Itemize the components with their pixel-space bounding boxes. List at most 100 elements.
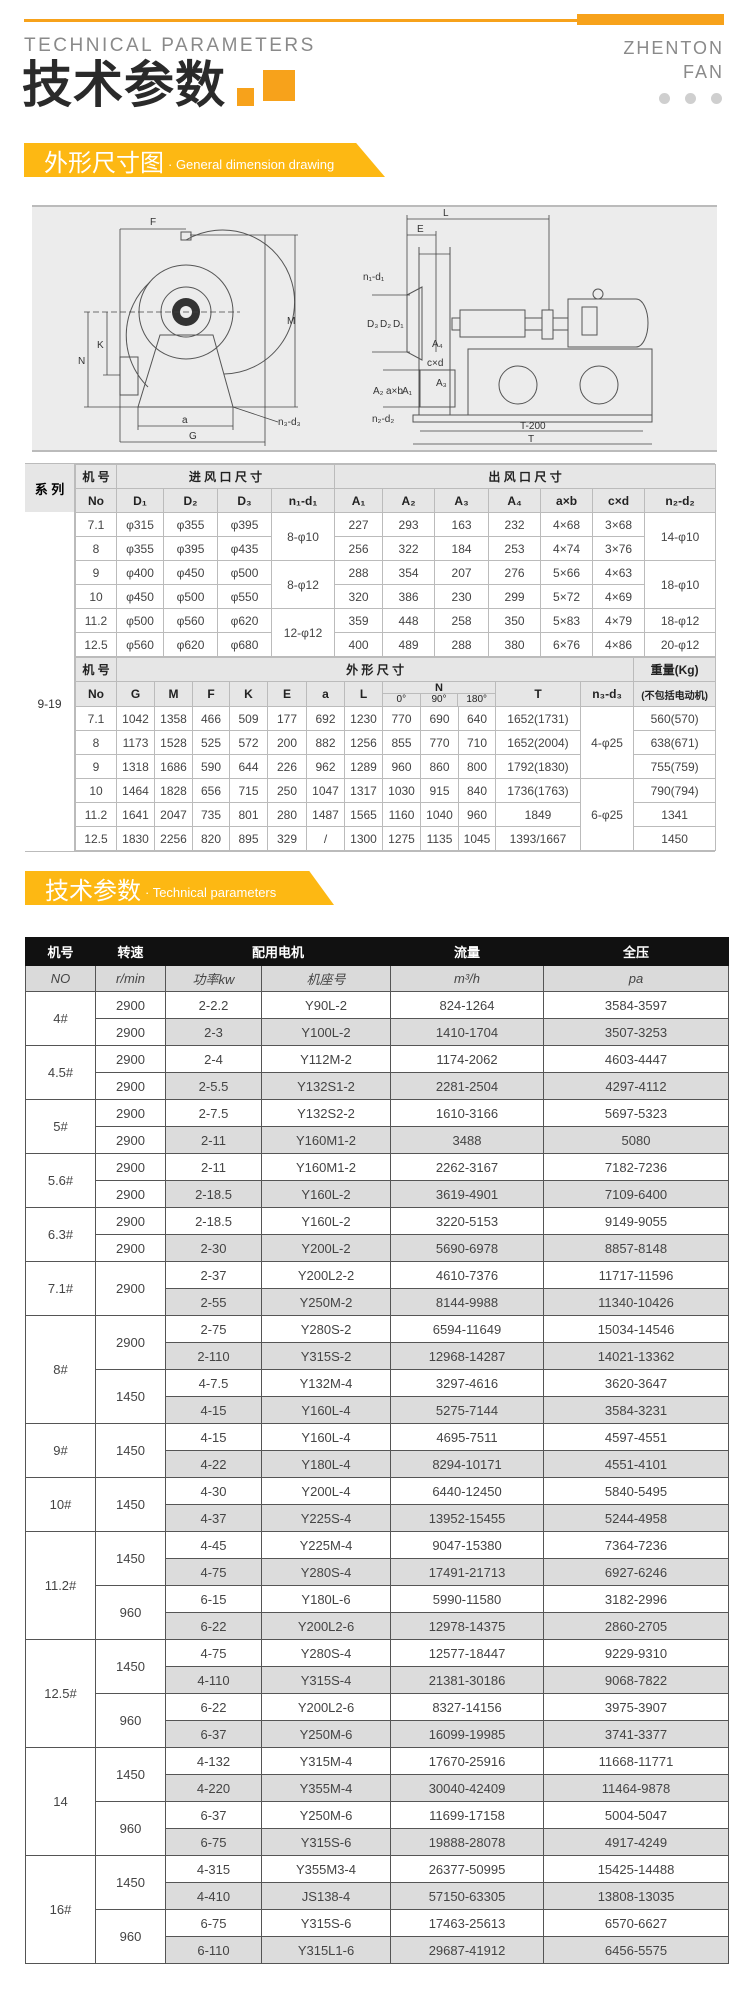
pressure-cell: 3741-3377	[543, 1720, 730, 1748]
dimension-table: 系 列 9-19 机 号进 风 口 尺 寸出 风 口 尺 寸 No D₁ D₂ D₃ n₁…	[25, 463, 717, 852]
pressure-cell: 5697-5323	[543, 1099, 730, 1127]
n-angle-label: 90°	[421, 694, 459, 706]
flow-cell: 30040-42409	[390, 1774, 545, 1802]
power-cell: 2-30	[165, 1234, 262, 1262]
motor-model-cell: Y225M-4	[260, 1531, 392, 1559]
label-M: M	[287, 316, 295, 327]
power-cell: 6-22	[165, 1612, 262, 1640]
table-row: 12.5# 1450 4-75 Y280S-4 12577-18447 9229-9310	[25, 1639, 730, 1748]
table-cell: 640	[458, 706, 496, 731]
power-cell: 4-7.5	[165, 1369, 262, 1397]
col-header: D₁	[116, 488, 164, 513]
table-cell: 276	[488, 560, 542, 585]
table-cell: 525	[192, 730, 230, 755]
col-header: T	[495, 681, 581, 707]
speed-cell: 1450	[95, 1747, 166, 1802]
col-header: A₁	[334, 488, 384, 513]
flow-cell: 3297-4616	[390, 1369, 545, 1397]
table-cell: 860	[420, 754, 459, 779]
motor-model-cell: Y315S-6	[260, 1828, 392, 1856]
table-cell: 8	[75, 536, 117, 561]
power-cell: 6-75	[165, 1828, 262, 1856]
table-cell: 1792(1830)	[495, 754, 581, 779]
table-row: 8 1173 1528 525 572 200 882 1256 855 770 710 1652(2…	[75, 730, 717, 755]
flow-cell: 1410-1704	[390, 1018, 545, 1046]
flow-cell: 17463-25613	[390, 1909, 545, 1937]
table-cell: 1318	[116, 754, 155, 779]
table-cell: 800	[458, 754, 496, 779]
fan-number-cell: 5#	[25, 1099, 96, 1154]
power-cell: 2-18.5	[165, 1207, 262, 1235]
col-header: 转速	[95, 937, 166, 966]
table-cell: 1358	[154, 706, 193, 731]
table-row: 6-75 Y315S-6 19888-28078 4917-4249	[26, 1828, 730, 1856]
label-A2: A₂	[373, 386, 384, 397]
table-cell: 354	[382, 560, 436, 585]
pressure-cell: 7182-7236	[543, 1153, 730, 1181]
pressure-cell: 5080	[543, 1126, 730, 1154]
table-cell: 6×76	[540, 632, 594, 657]
table-cell: 1289	[344, 754, 383, 779]
col-header: L	[344, 681, 383, 707]
table-cell: 10	[75, 584, 117, 609]
motor-model-cell: Y90L-2	[260, 991, 392, 1019]
flow-cell: 8327-14156	[390, 1693, 545, 1721]
table-cell: 770	[382, 706, 421, 731]
flow-cell: 3220-5153	[390, 1207, 545, 1235]
flow-cell: 2281-2504	[390, 1072, 545, 1100]
table-row: 2900 2-3 Y100L-2 1410-1704 3507-3253	[26, 1018, 730, 1046]
motor-model-cell: Y315S-6	[260, 1909, 392, 1937]
table-row: 9 φ400 φ450 φ500 8-φ12 288 354 207 276 5×66 4×63 18…	[75, 560, 717, 609]
power-cell: 2-55	[165, 1288, 262, 1316]
flow-cell: 4695-7511	[390, 1423, 545, 1451]
table-cell: 4-φ25	[579, 706, 635, 779]
motor-model-cell: Y132M-4	[260, 1369, 392, 1397]
col-header: K	[229, 681, 268, 707]
motor-model-cell: Y250M-2	[260, 1288, 392, 1316]
table-row: 8# 2900 2-75 Y280S-2 6594-11649 15034-14546	[25, 1315, 730, 1424]
power-cell: 2-11	[165, 1153, 262, 1181]
speed-cell: 2900	[95, 1315, 166, 1370]
table-cell: 644	[229, 754, 268, 779]
power-cell: 4-75	[165, 1558, 262, 1586]
pressure-cell: 7109-6400	[543, 1180, 730, 1208]
power-cell: 6-37	[165, 1801, 262, 1829]
pressure-cell: 6927-6246	[543, 1558, 730, 1586]
table-cell: 1450	[633, 826, 717, 851]
table-cell: 692	[306, 706, 345, 731]
table-row: 7.1# 2900 2-37 Y200L2-2 4610-7376 11717-11596	[25, 1261, 730, 1316]
power-cell: 6-75	[165, 1909, 262, 1937]
table-cell: φ500	[163, 584, 218, 609]
table-cell: 386	[382, 584, 436, 609]
table-cell: 466	[192, 706, 230, 731]
accent-square-large	[263, 70, 295, 101]
motor-model-cell: Y280S-4	[260, 1558, 392, 1586]
pressure-cell: 4597-4551	[543, 1423, 730, 1451]
power-cell: 2-3	[165, 1018, 262, 1046]
label-K: K	[97, 340, 104, 351]
header-rule	[24, 19, 577, 22]
table-cell: 638(671)	[633, 730, 717, 755]
series-value: 9-19	[25, 512, 75, 851]
col-subheader: pa	[543, 965, 730, 992]
label-A3: A₃	[436, 378, 447, 389]
table-row: 8 φ355 φ395 φ435 256 322 184 253 4×74 3×76	[75, 536, 716, 561]
speed-cell: 2900	[95, 1099, 166, 1127]
table-row: 机 号进 风 口 尺 寸出 风 口 尺 寸	[75, 464, 717, 489]
table-cell: 329	[267, 826, 307, 851]
table-cell: 230	[434, 584, 490, 609]
motor-model-cell: Y315L1-6	[260, 1936, 392, 1964]
table-cell: 1045	[458, 826, 496, 851]
motor-model-cell: Y280S-2	[260, 1315, 392, 1343]
table-cell: 755(759)	[633, 754, 717, 779]
label-T200: T-200	[520, 421, 546, 432]
table-cell: 280	[267, 802, 307, 827]
table-cell: 855	[382, 730, 421, 755]
col-header: A₄	[488, 488, 542, 513]
table-cell: 590	[192, 754, 230, 779]
table-cell: 1565	[344, 802, 383, 827]
table-row: 12.5 1830 2256 820 895 329/1300 1275 1135 1045 13…	[75, 826, 717, 851]
col-header: No	[75, 488, 117, 513]
pressure-cell: 11717-11596	[543, 1261, 730, 1289]
table-cell: 690	[420, 706, 459, 731]
